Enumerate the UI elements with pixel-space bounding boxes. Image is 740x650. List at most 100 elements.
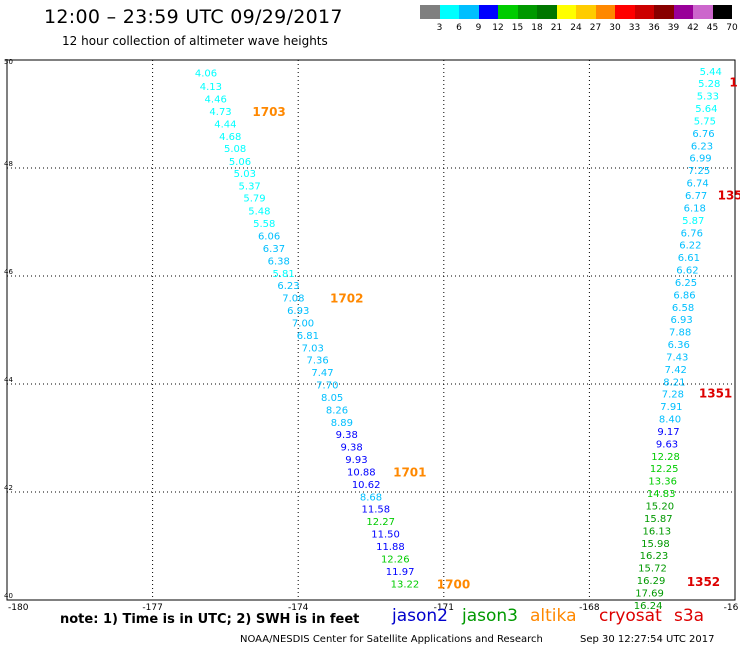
pass-time-label: 135 <box>718 188 740 202</box>
x-tick-label: -174 <box>288 603 309 613</box>
colorbar-swatch <box>673 5 693 19</box>
wave-height-label: 5.37 <box>239 181 261 192</box>
wave-height-label: 17.69 <box>635 588 664 599</box>
wave-height-label: 12.28 <box>651 452 680 463</box>
colorbar-label: 39 <box>667 23 680 33</box>
wave-height-label: 6.86 <box>673 290 695 301</box>
wave-height-label: 4.46 <box>205 94 227 105</box>
wave-height-label: 6.38 <box>268 256 290 267</box>
legend-cryosat: cryosat <box>599 606 662 626</box>
x-tick-label: -171 <box>434 603 454 613</box>
colorbar-label: 24 <box>570 23 582 33</box>
wave-height-label: 9.93 <box>345 455 367 466</box>
wave-height-label: 15.72 <box>638 564 667 575</box>
y-tick-label: 44 <box>4 376 13 384</box>
pass-time-label: 1703 <box>252 105 285 119</box>
wave-height-label: 12.27 <box>366 517 395 528</box>
wave-height-label: 8.89 <box>331 418 353 429</box>
legend-s3a: s3a <box>674 606 705 626</box>
colorbar-swatch <box>693 5 713 19</box>
wave-height-label: 7.08 <box>282 294 304 305</box>
wave-height-label: 8.26 <box>326 405 348 416</box>
colorbar-label: 42 <box>687 23 699 33</box>
wave-height-label: 12.25 <box>650 464 679 475</box>
wave-height-label: 11.50 <box>371 530 400 541</box>
y-tick-label: 50 <box>4 58 13 66</box>
wave-height-label: 5.79 <box>243 194 265 205</box>
colorbar-label: 3 <box>436 23 443 33</box>
wave-height-label: 11.88 <box>376 542 405 553</box>
wave-height-label: 6.58 <box>672 303 694 314</box>
x-tick-label: -16 <box>724 603 739 613</box>
wave-height-label: 6.18 <box>684 203 706 214</box>
wave-height-label: 12.26 <box>381 554 410 565</box>
wave-height-label: 5.81 <box>273 269 295 280</box>
pass-time-label: 1702 <box>330 292 363 306</box>
wave-height-label: 6.77 <box>685 191 707 202</box>
wave-height-label: 7.25 <box>688 166 710 177</box>
pass-time-label: 1700 <box>437 577 470 591</box>
wave-height-label: 10.88 <box>347 467 376 478</box>
colorbar-label: 33 <box>628 23 641 33</box>
wave-height-label: 14.83 <box>647 489 676 500</box>
wave-height-label: 9.63 <box>656 439 678 450</box>
wave-height-label: 13.22 <box>391 579 420 590</box>
pass-time-label: 1701 <box>393 465 426 479</box>
wave-height-label: 6.37 <box>263 244 285 255</box>
wave-height-label: 4.73 <box>209 107 231 118</box>
pass-time-label: 1351 <box>699 387 732 401</box>
colorbar-label: 9 <box>475 23 482 33</box>
wave-height-label: 16.24 <box>634 601 663 612</box>
wave-height-label: 5.08 <box>224 144 246 155</box>
credit-line: NOAA/NESDIS Center for Satellite Applica… <box>240 634 543 645</box>
y-tick-label: 48 <box>4 160 13 168</box>
wave-height-label: 5.64 <box>695 104 717 115</box>
wave-height-label: 6.23 <box>691 141 713 152</box>
colorbar-swatch <box>595 5 615 19</box>
wave-height-label: 6.06 <box>258 232 280 243</box>
colorbar-label: 21 <box>550 23 563 33</box>
wave-height-label: 4.13 <box>200 82 222 93</box>
wave-height-label: 6.81 <box>297 331 319 342</box>
wave-height-label: 7.42 <box>665 365 687 376</box>
wave-height-label: 7.00 <box>292 318 314 329</box>
wave-height-label: 11.58 <box>362 505 391 516</box>
wave-height-label: 6.22 <box>679 241 701 252</box>
wave-height-label: 5.28 <box>698 79 720 90</box>
pass-time-label: 1352 <box>687 575 720 589</box>
wave-height-label: 9.17 <box>657 427 679 438</box>
plot-frame <box>6 59 736 601</box>
wave-height-label: 5.03 <box>234 169 256 180</box>
wave-height-label: 6.74 <box>686 179 708 190</box>
wave-height-label: 15.20 <box>645 502 674 513</box>
colorbar-label: 30 <box>609 23 621 33</box>
wave-height-label: 5.33 <box>697 92 719 103</box>
wave-height-label: 15.98 <box>641 539 670 550</box>
wave-height-label: 13.36 <box>648 477 677 488</box>
wave-height-label: 5.58 <box>253 219 275 230</box>
wave-height-label: 6.93 <box>287 306 309 317</box>
wave-height-label: 6.76 <box>681 228 703 239</box>
chart-subtitle: 12 hour collection of altimeter wave hei… <box>62 34 328 48</box>
colorbar-label: 45 <box>706 23 719 33</box>
colorbar-swatch <box>439 5 459 19</box>
legend-altika: altika <box>530 606 577 626</box>
y-tick-label: 46 <box>4 268 13 276</box>
wave-height-label: 5.75 <box>694 116 716 127</box>
colorbar-swatch <box>556 5 576 19</box>
wave-height-label: 11.97 <box>386 567 415 578</box>
wave-height-label: 5.48 <box>248 207 270 218</box>
wave-height-label: 4.44 <box>214 120 236 131</box>
wave-height-label: 7.36 <box>306 356 328 367</box>
colorbar-swatch <box>654 5 674 19</box>
wave-height-label: 8.68 <box>360 492 382 503</box>
colorbar-swatch <box>576 5 596 19</box>
wave-height-label: 7.28 <box>662 390 684 401</box>
colorbar-swatch <box>517 5 537 19</box>
x-tick-label: -177 <box>142 603 162 613</box>
y-tick-label: 40 <box>4 592 13 600</box>
colorbar-label: 18 <box>531 23 543 33</box>
colorbar-label: 70 <box>726 23 738 33</box>
wave-height-label: 15.87 <box>644 514 673 525</box>
